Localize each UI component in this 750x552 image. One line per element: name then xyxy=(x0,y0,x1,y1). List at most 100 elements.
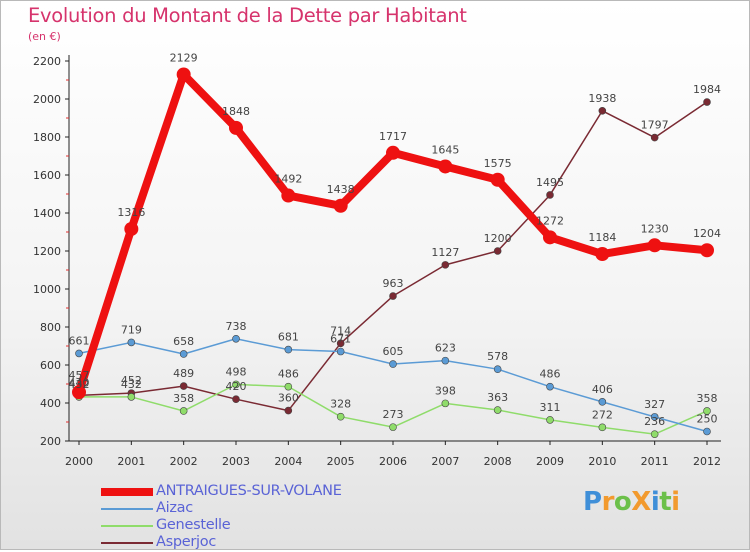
x-tick-label: 2009 xyxy=(536,455,564,468)
data-point xyxy=(493,247,502,255)
data-point xyxy=(650,133,659,142)
data-point xyxy=(284,382,293,391)
data-point xyxy=(441,399,450,408)
series-layer xyxy=(72,67,714,438)
data-point xyxy=(598,398,607,406)
data-point xyxy=(284,406,293,415)
data-point xyxy=(229,120,243,135)
data-label: 1272 xyxy=(536,214,564,227)
logo-letter: X xyxy=(631,487,651,517)
data-point xyxy=(232,334,240,343)
data-label: 1438 xyxy=(327,183,355,196)
data-label: 486 xyxy=(540,368,561,381)
data-point xyxy=(127,338,136,347)
data-label: 311 xyxy=(540,401,561,414)
data-point xyxy=(703,98,711,106)
data-point xyxy=(647,238,662,253)
data-point xyxy=(703,427,711,436)
data-point xyxy=(441,356,450,365)
y-tick-label: 2000 xyxy=(33,93,61,106)
data-label: 358 xyxy=(697,392,718,405)
data-label: 432 xyxy=(69,378,90,391)
data-label: 605 xyxy=(383,345,404,358)
data-point xyxy=(176,67,191,82)
legend-swatch xyxy=(101,488,153,496)
y-tick-label: 2200 xyxy=(33,55,61,68)
x-tick-label: 2000 xyxy=(65,455,93,468)
y-tick-label: 1800 xyxy=(33,131,61,144)
data-point xyxy=(650,413,659,421)
data-label: 489 xyxy=(173,367,194,380)
data-label: 963 xyxy=(383,277,404,290)
x-tick-label: 2001 xyxy=(117,455,145,468)
data-label: 327 xyxy=(644,398,665,411)
data-label: 452 xyxy=(121,374,142,387)
data-label: 1316 xyxy=(117,206,145,219)
data-point xyxy=(232,395,240,404)
legend-label: Asperjoc xyxy=(156,534,217,550)
data-point xyxy=(336,339,345,348)
legend-item: Aizac xyxy=(101,500,421,518)
data-label: 398 xyxy=(435,384,456,397)
data-point xyxy=(493,365,502,373)
proxiti-logo: ProXiti xyxy=(583,487,680,517)
logo-letter: o xyxy=(613,487,632,517)
data-point xyxy=(703,407,711,415)
legend-label: Aizac xyxy=(156,500,193,516)
data-point xyxy=(281,188,296,203)
data-label: 661 xyxy=(69,334,90,347)
logo-letter: P xyxy=(583,487,602,517)
x-tick-label: 2007 xyxy=(431,455,459,468)
chart-subtitle: (en €) xyxy=(28,30,61,43)
data-point xyxy=(546,191,554,199)
data-label: 1645 xyxy=(431,143,459,156)
data-point xyxy=(595,247,610,262)
data-point xyxy=(386,145,400,160)
data-label: 1492 xyxy=(274,173,302,186)
y-tick-label: 1600 xyxy=(33,169,61,182)
data-label: 420 xyxy=(226,380,247,393)
data-label: 457 xyxy=(69,369,90,382)
data-label: 719 xyxy=(121,323,142,336)
data-point xyxy=(598,423,607,432)
data-label: 440 xyxy=(69,376,90,389)
x-tick-label: 2012 xyxy=(693,455,721,468)
chart-title: Evolution du Montant de la Dette par Hab… xyxy=(28,4,467,27)
legend-swatch xyxy=(101,508,153,510)
data-point xyxy=(284,345,293,354)
data-point xyxy=(179,382,188,390)
data-label: 236 xyxy=(644,415,665,428)
data-point xyxy=(700,243,714,258)
data-point xyxy=(546,382,554,391)
data-point xyxy=(543,230,557,245)
data-label: 623 xyxy=(435,342,456,355)
chart-legend: ANTRAIGUES-SUR-VOLANE Aizac Genestelle Aspe… xyxy=(101,483,421,552)
x-tick-label: 2003 xyxy=(222,455,250,468)
data-label: 328 xyxy=(330,398,351,411)
x-tick-label: 2010 xyxy=(588,455,616,468)
data-label: 358 xyxy=(173,392,194,405)
data-label: 1230 xyxy=(641,222,669,235)
data-label: 1127 xyxy=(431,246,459,259)
data-label: 1717 xyxy=(379,130,407,143)
data-point xyxy=(389,292,397,300)
x-tick-label: 2011 xyxy=(641,455,669,468)
data-labels-layer: 457 1316 2129 1848 1492 1438 1717 1645 1575 1272 1… xyxy=(69,51,722,428)
legend-swatch xyxy=(101,542,153,544)
legend-item: ANTRAIGUES-SUR-VOLANE xyxy=(101,483,421,501)
data-label: 272 xyxy=(592,408,613,421)
data-label: 1200 xyxy=(484,232,512,245)
data-label: 1938 xyxy=(588,92,616,105)
logo-letter: r xyxy=(601,487,615,517)
legend-item: Asperjoc xyxy=(101,534,421,552)
data-label: 1984 xyxy=(693,83,721,96)
data-label: 273 xyxy=(383,408,404,421)
y-tick-label: 800 xyxy=(40,321,61,334)
x-tick-label: 2002 xyxy=(170,455,198,468)
data-point xyxy=(493,406,502,414)
data-label: 432 xyxy=(121,378,142,391)
data-point xyxy=(232,380,240,389)
data-label: 738 xyxy=(226,320,247,333)
logo-letter: t xyxy=(659,487,672,517)
